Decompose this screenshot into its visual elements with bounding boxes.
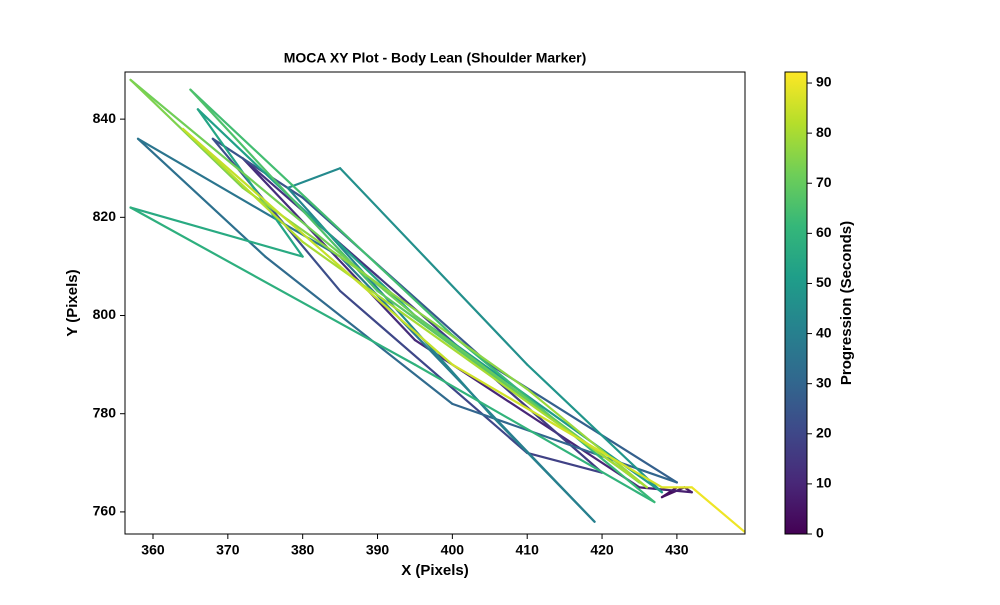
y-tick-label: 820: [93, 208, 117, 224]
trajectory-segment: [264, 255, 454, 405]
x-tick-label: 390: [366, 542, 390, 558]
plot-area: [129, 78, 745, 533]
trajectory-segment: [196, 108, 417, 317]
colorbar-tick-label: 50: [816, 274, 832, 290]
colorbar-tick-label: 90: [816, 74, 832, 90]
y-axis-label: Y (Pixels): [64, 269, 81, 336]
trajectory-segment: [413, 363, 656, 504]
x-axis-label: X (Pixels): [401, 562, 469, 579]
trajectory-segment: [526, 451, 604, 474]
trajectory-segment: [286, 167, 342, 189]
trajectory-segment: [526, 388, 649, 489]
trajectory-segment: [690, 486, 745, 533]
x-tick-label: 360: [141, 542, 165, 558]
x-tick-label: 420: [590, 542, 614, 558]
colorbar-tick-label: 70: [816, 174, 832, 190]
trajectory-segment: [338, 289, 529, 455]
y-tick-label: 840: [93, 110, 117, 126]
axes-frame: [124, 71, 746, 535]
trajectory-segment: [488, 412, 596, 523]
trajectory-segment: [451, 402, 678, 484]
trajectory-segment: [451, 363, 664, 489]
y-tick-label: 760: [93, 503, 117, 519]
trajectory-segment: [338, 167, 529, 366]
colorbar-tick-label: 30: [816, 374, 832, 390]
colorbar-label: Progression (Seconds): [838, 221, 855, 385]
x-tick-label: 430: [665, 542, 689, 558]
colorbar-tick-label: 40: [816, 324, 832, 340]
trajectory-segment: [638, 486, 693, 494]
x-tick-label: 380: [291, 542, 315, 558]
trajectory-segment: [196, 108, 304, 258]
y-tick-label: 800: [93, 306, 117, 322]
trajectory-segment: [129, 206, 417, 366]
trajectory-segment: [129, 206, 304, 258]
trajectory-segment: [189, 88, 454, 337]
trajectory-segment: [526, 363, 664, 494]
colorbar-tick-label: 10: [816, 475, 832, 491]
colorbar-tick-label: 20: [816, 424, 832, 440]
x-tick-label: 370: [216, 542, 240, 558]
trajectory-segment: [211, 137, 342, 293]
trajectory-segment: [660, 486, 686, 499]
trajectory-segment: [181, 127, 454, 366]
x-tick-label: 400: [441, 542, 465, 558]
trajectory-segment: [136, 137, 267, 258]
chart-title: MOCA XY Plot - Body Lean (Shoulder Marke…: [284, 50, 587, 66]
y-tick-label: 780: [93, 404, 117, 420]
colorbar-tick-label: 60: [816, 224, 832, 240]
colorbar-tick-label: 0: [816, 525, 824, 541]
colorbar-tick-label: 80: [816, 124, 832, 140]
trajectory-segment: [286, 186, 491, 415]
x-tick-label: 410: [516, 542, 540, 558]
colorbar: [784, 71, 808, 535]
